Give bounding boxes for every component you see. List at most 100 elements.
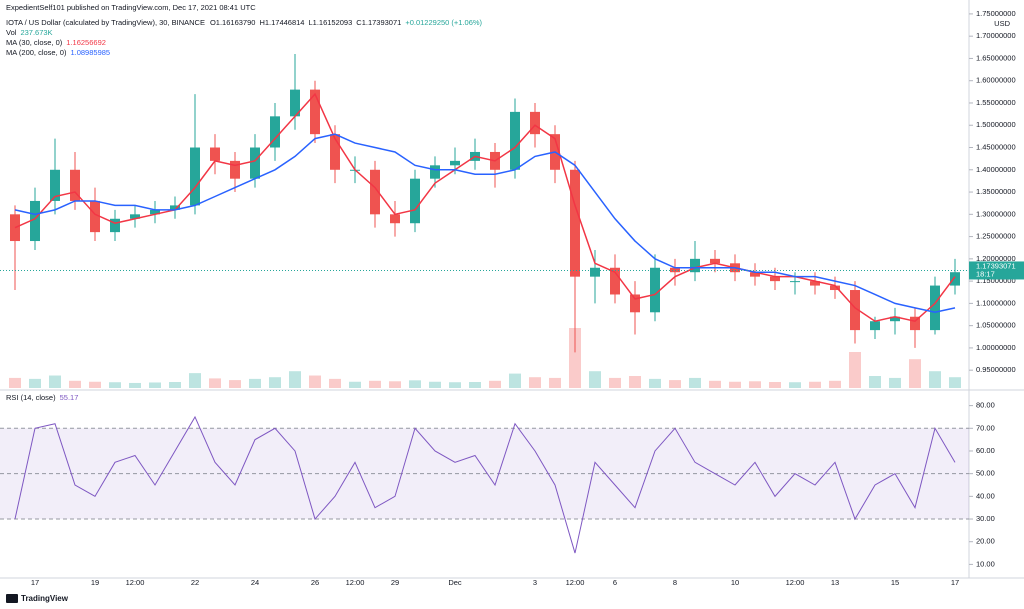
- volume-bar: [769, 382, 781, 388]
- volume-bar: [949, 377, 961, 388]
- publisher: ExpedientSelf101 published on TradingVie…: [6, 3, 256, 12]
- countdown: 18:17: [976, 269, 995, 278]
- y-tick-label: 1.45000000: [976, 142, 1016, 151]
- ma-line: [14, 133, 956, 314]
- volume-bar: [869, 376, 881, 388]
- x-tick-label: 13: [831, 578, 839, 587]
- volume-value: 237.673K: [20, 28, 52, 37]
- x-tick-label: 12:00: [786, 578, 805, 587]
- candle-body: [830, 285, 840, 291]
- candle-body: [90, 200, 100, 233]
- volume-bar: [709, 380, 721, 388]
- x-tick-label: 12:00: [566, 578, 585, 587]
- candle-body: [270, 116, 280, 148]
- ma30-name: MA (30, close, 0): [6, 38, 63, 47]
- ma200-value: 1.08985985: [70, 48, 110, 57]
- candle-body: [870, 321, 880, 331]
- candle-body: [190, 147, 200, 206]
- volume-legend: Vol 237.673K: [6, 28, 53, 37]
- candle-body: [750, 272, 760, 277]
- x-tick-label: 10: [731, 578, 739, 587]
- x-tick-label: 12:00: [126, 578, 145, 587]
- x-tick-label: 24: [251, 578, 259, 587]
- x-tick-label: 17: [951, 578, 959, 587]
- candle-body: [810, 281, 820, 286]
- volume-bar: [689, 377, 701, 388]
- volume-bar: [929, 371, 941, 388]
- candle-body: [910, 316, 920, 331]
- x-tick-label: 15: [891, 578, 899, 587]
- candle-body: [290, 89, 300, 117]
- volume-bar: [169, 382, 181, 388]
- candle-body: [610, 267, 620, 295]
- x-tick-label: 12:00: [346, 578, 365, 587]
- volume-bar: [789, 382, 801, 388]
- volume-bar: [649, 378, 661, 388]
- y-tick-label: 1.35000000: [976, 187, 1016, 196]
- candle-body: [150, 209, 160, 215]
- volume-bar: [9, 377, 21, 388]
- symbol: IOTA / US Dollar (calculated by TradingV…: [6, 18, 205, 27]
- candle-body: [650, 267, 660, 313]
- volume-bar: [369, 380, 381, 388]
- y-tick-label: 1.25000000: [976, 232, 1016, 241]
- volume-bar: [109, 382, 121, 388]
- x-tick-label: 22: [191, 578, 199, 587]
- volume-bar: [629, 376, 641, 388]
- y-tick-label: 1.05000000: [976, 321, 1016, 330]
- candle-body: [790, 281, 800, 283]
- currency: USD: [994, 19, 1010, 28]
- volume-bar: [249, 378, 261, 388]
- y-tick-label: 1.65000000: [976, 53, 1016, 62]
- volume-bar: [409, 380, 421, 388]
- y-tick-label: 1.70000000: [976, 31, 1016, 40]
- volume-bar: [729, 381, 741, 388]
- ma200-legend: MA (200, close, 0) 1.08985985: [6, 48, 110, 57]
- volume-bar: [329, 378, 341, 388]
- rsi-line: [14, 415, 956, 554]
- candle-body: [590, 267, 600, 277]
- volume-bar: [609, 377, 621, 388]
- y-tick-label: 70.00: [976, 423, 995, 432]
- volume-bar: [209, 378, 221, 388]
- last-price-label: 1.17393071: [976, 261, 1016, 270]
- y-tick-label: 1.30000000: [976, 209, 1016, 218]
- volume-bar: [49, 375, 61, 388]
- candle-body: [950, 272, 960, 286]
- volume-bar: [449, 382, 461, 388]
- symbol-legend: IOTA / US Dollar (calculated by TradingV…: [6, 18, 483, 27]
- volume-bar: [809, 381, 821, 388]
- y-tick-label: 40.00: [976, 491, 995, 500]
- open: O1.16163790: [210, 18, 255, 27]
- ma30-legend: MA (30, close, 0) 1.16256692: [6, 38, 106, 47]
- y-tick-label: 30.00: [976, 514, 995, 523]
- ma30-value: 1.16256692: [66, 38, 106, 47]
- volume-name: Vol: [6, 28, 17, 37]
- volume-bar: [909, 359, 921, 388]
- candle-body: [410, 178, 420, 224]
- y-tick-label: 1.50000000: [976, 120, 1016, 129]
- y-tick-label: 0.95000000: [976, 365, 1016, 374]
- y-tick-label: 1.40000000: [976, 165, 1016, 174]
- volume-bar: [889, 377, 901, 388]
- y-tick-label: 1.75000000: [976, 9, 1016, 18]
- candle-body: [30, 200, 40, 242]
- volume-bar: [549, 377, 561, 388]
- x-tick-label: 26: [311, 578, 319, 587]
- x-tick-label: 3: [533, 578, 537, 587]
- rsi-value: 55.17: [60, 393, 79, 402]
- volume-bar: [589, 371, 601, 388]
- y-tick-label: 20.00: [976, 537, 995, 546]
- candle-body: [310, 89, 320, 135]
- logo-icon: [6, 594, 18, 603]
- change: +0.01229250 (+1.06%): [405, 18, 482, 27]
- rsi-name: RSI (14, close): [6, 393, 56, 402]
- volume-bar: [129, 382, 141, 388]
- volume-bar: [349, 381, 361, 388]
- last-price-box: [969, 261, 1024, 280]
- volume-bar: [289, 371, 301, 388]
- candle-body: [250, 147, 260, 179]
- volume-bar: [389, 381, 401, 388]
